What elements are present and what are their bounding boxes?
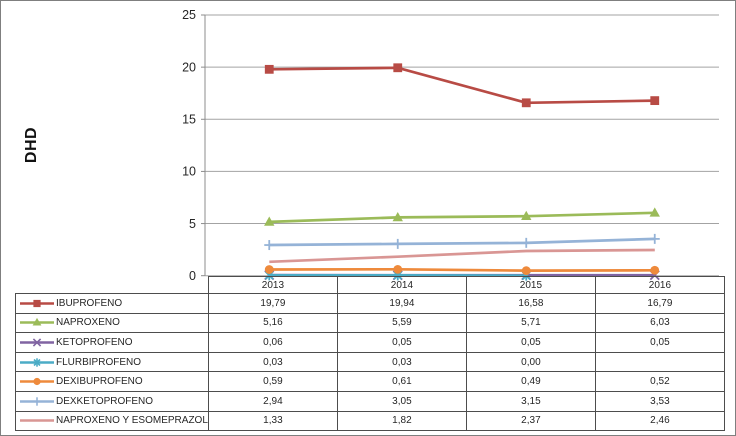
value-cell: 3,05 bbox=[336, 390, 467, 412]
marker-circle bbox=[264, 265, 274, 274]
value-cell: 0,49 bbox=[465, 371, 596, 392]
marker-circle bbox=[33, 378, 41, 386]
value-cell bbox=[594, 351, 725, 373]
series-line bbox=[269, 267, 655, 272]
marker-triangle bbox=[649, 207, 660, 217]
series-label: IBUPROFENO bbox=[56, 297, 123, 309]
series-line bbox=[269, 248, 655, 264]
legend-x-icon bbox=[20, 338, 54, 347]
value-cell: 0,61 bbox=[336, 371, 467, 392]
marker-plus bbox=[392, 238, 403, 249]
marker-circle bbox=[521, 266, 531, 275]
value-cell: 2,46 bbox=[594, 410, 725, 432]
table-row: KETOPROFENO 0,06 0,05 0,05 0,05 bbox=[15, 332, 725, 353]
value-cell: 2,94 bbox=[207, 390, 338, 412]
value-cell: 0,59 bbox=[207, 371, 338, 392]
value-cell: 3,15 bbox=[465, 390, 596, 412]
table-row: DEXIBUPROFENO 0,59 0,61 0,49 0,52 bbox=[15, 371, 725, 392]
year-header: 2015 bbox=[465, 276, 596, 294]
legend-triangle-icon bbox=[20, 318, 54, 326]
marker-x bbox=[32, 338, 42, 347]
value-cell: 2,37 bbox=[465, 410, 596, 432]
value-cell: 16,58 bbox=[465, 293, 596, 314]
marker-square bbox=[393, 63, 403, 73]
value-cell: 5,71 bbox=[465, 312, 596, 334]
series-label-cell: FLURBIPROFENO bbox=[15, 351, 209, 373]
series-label: NAPROXENO bbox=[56, 317, 120, 329]
table-row: IBUPROFENO 19,79 19,94 16,58 16,79 bbox=[15, 293, 725, 314]
series-line bbox=[269, 66, 655, 105]
y-tick-label: 10 bbox=[182, 165, 196, 179]
legend-circle-icon bbox=[20, 378, 54, 386]
marker-circle bbox=[393, 264, 403, 274]
value-cell: 0,00 bbox=[465, 351, 596, 373]
marker-circle bbox=[650, 265, 660, 275]
table-row: NAPROXENO 5,16 5,59 5,71 6,03 bbox=[15, 312, 725, 334]
marker-plus bbox=[521, 237, 532, 248]
y-tick-label: 20 bbox=[182, 60, 196, 74]
marker-plus bbox=[649, 233, 660, 244]
data-table: 2013 2014 2015 2016 IBUPROFENO 19,79 19,94 16,5… bbox=[15, 276, 725, 432]
value-cell: 19,79 bbox=[207, 293, 338, 314]
value-cell: 0,05 bbox=[336, 332, 467, 353]
value-cell: 19,94 bbox=[336, 293, 467, 314]
value-cell: 3,53 bbox=[594, 390, 725, 412]
value-cell: 6,03 bbox=[594, 312, 725, 334]
value-cell: 0,05 bbox=[465, 332, 596, 353]
series-label: KETOPROFENO bbox=[56, 336, 133, 348]
value-cell: 16,79 bbox=[594, 293, 725, 314]
table-row: DEXKETOPROFENO 2,94 3,05 3,15 3,53 bbox=[15, 390, 725, 412]
marker-square bbox=[521, 98, 531, 108]
value-cell: 5,59 bbox=[336, 312, 467, 334]
series-label: NAPROXENO Y ESOMEPRAZOL bbox=[56, 415, 208, 427]
series-label: DEXIBUPROFENO bbox=[56, 376, 143, 388]
table-header-row: 2013 2014 2015 2016 bbox=[16, 276, 725, 294]
value-cell: 1,33 bbox=[207, 410, 338, 432]
table-corner-blank bbox=[16, 277, 209, 294]
year-header: 2016 bbox=[594, 276, 725, 294]
legend-plus-icon bbox=[20, 397, 54, 406]
value-cell: 5,16 bbox=[207, 312, 338, 334]
value-cell: 0,06 bbox=[207, 332, 338, 353]
y-tick-label: 25 bbox=[182, 8, 196, 22]
marker-triangle bbox=[32, 318, 42, 326]
series-label: DEXKETOPROFENO bbox=[56, 395, 154, 407]
marker-square bbox=[33, 299, 41, 307]
marker-plus bbox=[32, 397, 42, 406]
legend-none-icon bbox=[20, 419, 54, 423]
series-label: FLURBIPROFENO bbox=[56, 356, 142, 368]
series-label-cell: DEXKETOPROFENO bbox=[15, 390, 209, 412]
marker-square bbox=[264, 64, 274, 74]
table-row: NAPROXENO Y ESOMEPRAZOL 1,33 1,82 2,37 2,46 bbox=[15, 410, 725, 432]
marker-triangle bbox=[521, 210, 532, 220]
value-cell: 1,82 bbox=[336, 410, 467, 432]
marker-triangle bbox=[264, 216, 275, 226]
marker-plus bbox=[264, 240, 275, 251]
series-line bbox=[269, 237, 655, 247]
legend-asterisk-icon bbox=[20, 357, 54, 367]
year-header: 2013 bbox=[207, 276, 338, 294]
y-axis-title: DHD bbox=[23, 126, 40, 164]
legend-square-icon bbox=[20, 299, 54, 307]
series-label-cell: DEXIBUPROFENO bbox=[15, 371, 209, 392]
y-tick-label: 0 bbox=[189, 269, 196, 283]
value-cell: 0,52 bbox=[594, 371, 725, 392]
series-label-cell: NAPROXENO bbox=[15, 312, 209, 334]
series-label-cell: NAPROXENO Y ESOMEPRAZOL bbox=[15, 410, 209, 432]
value-cell: 0,03 bbox=[336, 351, 467, 373]
series-label-cell: KETOPROFENO bbox=[15, 332, 209, 353]
marker-asterisk bbox=[33, 357, 41, 367]
y-tick-label: 5 bbox=[189, 217, 196, 231]
year-header: 2014 bbox=[336, 276, 467, 294]
value-cell: 0,05 bbox=[594, 332, 725, 353]
y-tick-label: 15 bbox=[182, 112, 196, 126]
value-cell: 0,03 bbox=[207, 351, 338, 373]
series-line bbox=[269, 211, 655, 224]
series-label-cell: IBUPROFENO bbox=[15, 293, 209, 314]
marker-square bbox=[650, 96, 660, 106]
table-row: FLURBIPROFENO 0,03 0,03 0,00 bbox=[15, 351, 725, 373]
marker-triangle bbox=[392, 212, 403, 222]
